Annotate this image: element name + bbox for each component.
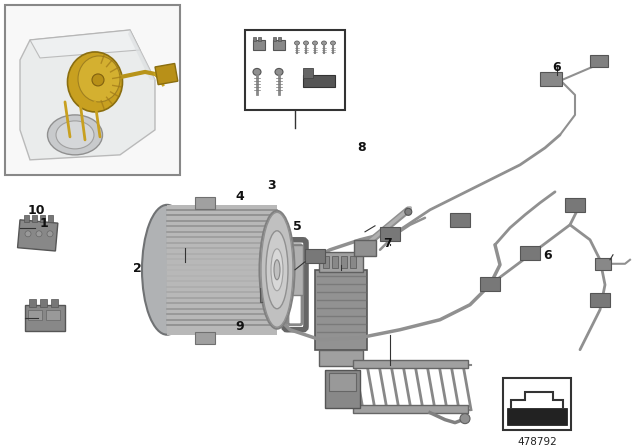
Text: 4: 4 — [236, 190, 244, 203]
Text: 3: 3 — [268, 179, 276, 192]
Bar — [354, 240, 376, 256]
Circle shape — [92, 74, 104, 86]
Bar — [273, 245, 303, 295]
Bar — [350, 256, 356, 268]
Ellipse shape — [36, 231, 42, 237]
Bar — [341, 256, 347, 268]
Text: 9: 9 — [236, 320, 244, 333]
Bar — [25, 305, 65, 331]
Bar — [51, 299, 58, 307]
Bar — [380, 227, 400, 241]
Bar — [319, 350, 363, 366]
Bar — [253, 40, 265, 50]
Bar — [260, 288, 280, 302]
Bar — [329, 373, 356, 391]
Bar — [353, 405, 468, 413]
Bar — [305, 249, 325, 263]
Bar — [590, 55, 608, 67]
Bar — [253, 37, 256, 41]
Bar — [540, 72, 562, 86]
Ellipse shape — [47, 231, 53, 237]
Ellipse shape — [404, 208, 412, 215]
Ellipse shape — [321, 41, 326, 45]
Bar — [332, 256, 338, 268]
Bar — [40, 215, 45, 222]
Text: 478792: 478792 — [517, 437, 557, 447]
Text: 2: 2 — [133, 262, 142, 275]
Bar — [323, 256, 329, 268]
Ellipse shape — [56, 121, 94, 149]
Bar — [278, 37, 281, 41]
Bar — [565, 198, 585, 212]
Bar — [24, 215, 29, 222]
Bar — [595, 258, 611, 270]
Bar — [258, 37, 261, 41]
Bar — [480, 277, 500, 291]
Bar — [315, 270, 367, 350]
Ellipse shape — [275, 69, 283, 75]
Bar — [450, 213, 470, 227]
Polygon shape — [128, 30, 155, 80]
Ellipse shape — [312, 41, 317, 45]
Text: 8: 8 — [357, 141, 366, 154]
Polygon shape — [30, 30, 140, 58]
Ellipse shape — [253, 69, 261, 75]
Bar — [507, 408, 567, 425]
Bar — [195, 197, 215, 209]
Bar — [590, 293, 610, 307]
Text: 10: 10 — [28, 204, 45, 217]
Bar — [503, 378, 571, 430]
Ellipse shape — [303, 41, 308, 45]
Bar — [28, 310, 42, 320]
Bar — [17, 220, 58, 251]
Ellipse shape — [274, 260, 280, 280]
Bar — [303, 68, 313, 78]
Bar — [325, 370, 360, 408]
Ellipse shape — [67, 52, 122, 112]
Bar — [32, 215, 37, 222]
Bar — [46, 310, 60, 320]
Bar — [273, 37, 276, 41]
Polygon shape — [20, 30, 155, 160]
Bar — [319, 252, 363, 272]
Text: 6: 6 — [552, 60, 561, 73]
Bar — [167, 205, 277, 335]
Bar — [29, 299, 36, 307]
Text: 5: 5 — [293, 220, 302, 233]
Bar — [520, 246, 540, 260]
Text: 6: 6 — [543, 249, 552, 262]
Ellipse shape — [142, 205, 192, 335]
Ellipse shape — [266, 231, 288, 309]
Ellipse shape — [25, 231, 31, 237]
Bar — [195, 332, 215, 344]
Bar — [273, 40, 285, 50]
Ellipse shape — [271, 249, 283, 291]
Bar — [40, 299, 47, 307]
Circle shape — [460, 414, 470, 424]
Ellipse shape — [259, 211, 294, 329]
Text: 1: 1 — [39, 217, 48, 230]
Ellipse shape — [294, 41, 300, 45]
Bar — [48, 215, 53, 222]
Ellipse shape — [330, 41, 335, 45]
Ellipse shape — [47, 115, 102, 155]
Ellipse shape — [261, 212, 293, 327]
Bar — [5, 5, 180, 175]
Bar — [155, 64, 178, 85]
Text: 7: 7 — [383, 237, 392, 250]
Bar — [303, 75, 335, 87]
Ellipse shape — [78, 56, 120, 102]
Bar — [245, 30, 345, 110]
Bar — [353, 360, 468, 368]
